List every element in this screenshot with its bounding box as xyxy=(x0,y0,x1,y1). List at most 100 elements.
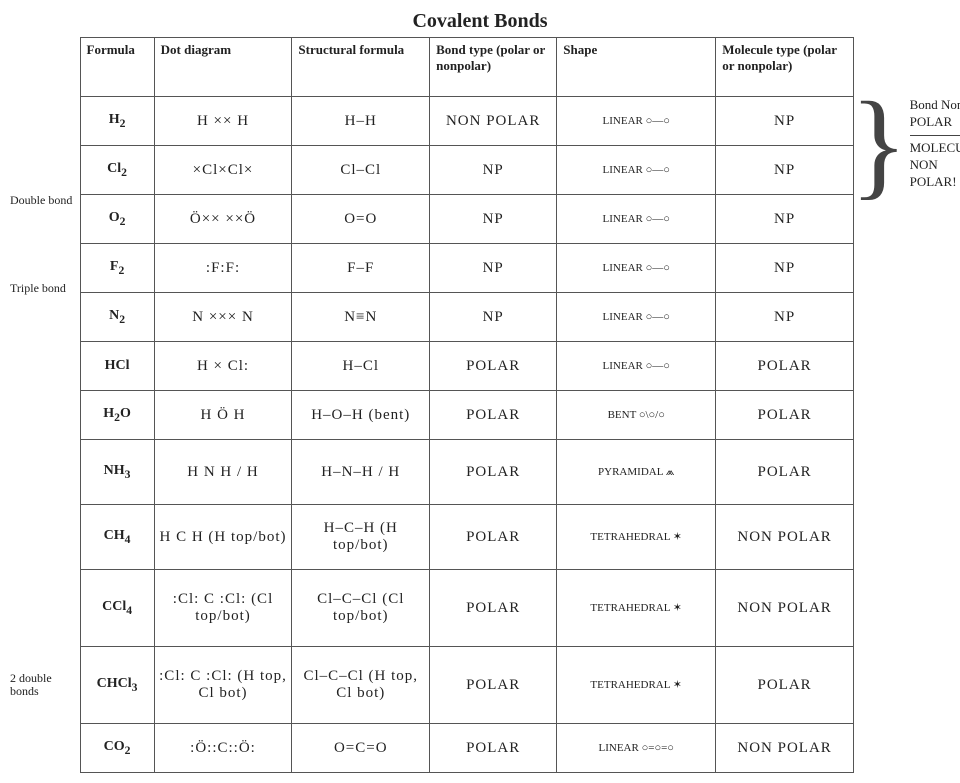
divider-line xyxy=(910,135,960,136)
bond-cell: POLAR xyxy=(430,505,557,570)
right-note-top: Bond Non POLAR xyxy=(910,97,960,131)
dot-cell: :Cl: C :Cl: (H top, Cl bot) xyxy=(154,647,292,724)
header-shape: Shape xyxy=(557,38,716,97)
struct-cell: Cl–Cl xyxy=(292,146,430,195)
header-dot: Dot diagram xyxy=(154,38,292,97)
left-note-2: Double bond xyxy=(10,179,80,223)
dot-cell: ×Cl×Cl× xyxy=(154,146,292,195)
table-row: CCl4:Cl: C :Cl: (Cl top/bot)Cl–C–Cl (Cl … xyxy=(80,570,854,647)
formula-cell: NH3 xyxy=(80,440,154,505)
table-row: CHCl3:Cl: C :Cl: (H top, Cl bot)Cl–C–Cl … xyxy=(80,647,854,724)
table-row: Cl2×Cl×Cl×Cl–ClNPLINEAR ○—○NP xyxy=(80,146,854,195)
struct-cell: H–H xyxy=(292,97,430,146)
struct-cell: O=O xyxy=(292,195,430,244)
left-note-9 xyxy=(10,519,80,591)
left-note-6 xyxy=(10,355,80,399)
shape-cell: TETRAHEDRAL ✶ xyxy=(557,505,716,570)
formula-cell: CO2 xyxy=(80,724,154,773)
dot-cell: H C H (H top/bot) xyxy=(154,505,292,570)
formula-cell: H2 xyxy=(80,97,154,146)
struct-cell: Cl–C–Cl (Cl top/bot) xyxy=(292,570,430,647)
table-body: H2H ×× HH–HNON POLARLINEAR ○—○NPCl2×Cl×C… xyxy=(80,97,854,773)
page-title: Covalent Bonds xyxy=(10,10,950,33)
bond-cell: NP xyxy=(430,244,557,293)
dot-cell: Ö×× ××Ö xyxy=(154,195,292,244)
bond-cell: POLAR xyxy=(430,647,557,724)
shape-cell: BENT ○\○/○ xyxy=(557,391,716,440)
mol-cell: NP xyxy=(716,146,854,195)
table-row: NH3H N H / HH–N–H / HPOLARPYRAMIDAL ⩕POL… xyxy=(80,440,854,505)
mol-cell: NON POLAR xyxy=(716,724,854,773)
mol-cell: POLAR xyxy=(716,391,854,440)
bond-cell: NON POLAR xyxy=(430,97,557,146)
table-row: HClH × Cl:H–ClPOLARLINEAR ○—○POLAR xyxy=(80,342,854,391)
dot-cell: H ×× H xyxy=(154,97,292,146)
bond-cell: NP xyxy=(430,293,557,342)
dot-cell: H N H / H xyxy=(154,440,292,505)
bond-cell: POLAR xyxy=(430,724,557,773)
formula-cell: HCl xyxy=(80,342,154,391)
bond-cell: POLAR xyxy=(430,570,557,647)
shape-cell: LINEAR ○—○ xyxy=(557,244,716,293)
table-row: O2Ö×× ××ÖO=ONPLINEAR ○—○NP xyxy=(80,195,854,244)
shape-cell: LINEAR ○—○ xyxy=(557,97,716,146)
left-note-7 xyxy=(10,399,80,459)
worksheet: Double bond Triple bond 2 double bonds F… xyxy=(10,37,950,773)
shape-cell: TETRAHEDRAL ✶ xyxy=(557,570,716,647)
mol-cell: NP xyxy=(716,97,854,146)
right-margin-notes: } Bond Non POLAR MOLECULE NON POLAR! xyxy=(854,37,950,190)
header-row: Formula Dot diagram Structural formula B… xyxy=(80,38,854,97)
left-note-8 xyxy=(10,459,80,519)
formula-cell: CHCl3 xyxy=(80,647,154,724)
struct-cell: H–Cl xyxy=(292,342,430,391)
right-note-bottom: MOLECULE NON POLAR! xyxy=(910,140,960,191)
covalent-bonds-table: Formula Dot diagram Structural formula B… xyxy=(80,37,855,773)
formula-cell: CH4 xyxy=(80,505,154,570)
struct-cell: F–F xyxy=(292,244,430,293)
formula-cell: H2O xyxy=(80,391,154,440)
struct-cell: O=C=O xyxy=(292,724,430,773)
formula-cell: Cl2 xyxy=(80,146,154,195)
shape-cell: PYRAMIDAL ⩕ xyxy=(557,440,716,505)
table-row: F2:F:F:F–FNPLINEAR ○—○NP xyxy=(80,244,854,293)
table-row: CO2:Ö::C::Ö:O=C=OPOLARLINEAR ○=○=○NON PO… xyxy=(80,724,854,773)
table-row: H2H ×× HH–HNON POLARLINEAR ○—○NP xyxy=(80,97,854,146)
formula-cell: O2 xyxy=(80,195,154,244)
left-note-1 xyxy=(10,135,80,179)
table-row: N2N ××× NN≡NNPLINEAR ○—○NP xyxy=(80,293,854,342)
mol-cell: POLAR xyxy=(716,440,854,505)
header-mol: Molecule type (polar or nonpolar) xyxy=(716,38,854,97)
dot-cell: H × Cl: xyxy=(154,342,292,391)
mol-cell: NON POLAR xyxy=(716,505,854,570)
header-formula: Formula xyxy=(80,38,154,97)
shape-cell: TETRAHEDRAL ✶ xyxy=(557,647,716,724)
shape-cell: LINEAR ○=○=○ xyxy=(557,724,716,773)
dot-cell: :F:F: xyxy=(154,244,292,293)
formula-cell: N2 xyxy=(80,293,154,342)
mol-cell: NP xyxy=(716,293,854,342)
header-bond: Bond type (polar or nonpolar) xyxy=(430,38,557,97)
mol-cell: POLAR xyxy=(716,342,854,391)
mol-cell: NP xyxy=(716,244,854,293)
struct-cell: N≡N xyxy=(292,293,430,342)
shape-cell: LINEAR ○—○ xyxy=(557,342,716,391)
dot-cell: N ××× N xyxy=(154,293,292,342)
struct-cell: H–N–H / H xyxy=(292,440,430,505)
left-note-10 xyxy=(10,591,80,663)
left-note-0 xyxy=(10,91,80,135)
formula-cell: F2 xyxy=(80,244,154,293)
left-note-4: Triple bond xyxy=(10,267,80,311)
left-note-3 xyxy=(10,223,80,267)
left-note-5 xyxy=(10,311,80,355)
bond-cell: NP xyxy=(430,195,557,244)
struct-cell: Cl–C–Cl (H top, Cl bot) xyxy=(292,647,430,724)
shape-cell: LINEAR ○—○ xyxy=(557,195,716,244)
mol-cell: NON POLAR xyxy=(716,570,854,647)
bond-cell: POLAR xyxy=(430,391,557,440)
dot-cell: :Ö::C::Ö: xyxy=(154,724,292,773)
formula-cell: CCl4 xyxy=(80,570,154,647)
left-margin-notes: Double bond Triple bond 2 double bonds xyxy=(10,37,80,707)
shape-cell: LINEAR ○—○ xyxy=(557,293,716,342)
header-struct: Structural formula xyxy=(292,38,430,97)
struct-cell: H–O–H (bent) xyxy=(292,391,430,440)
